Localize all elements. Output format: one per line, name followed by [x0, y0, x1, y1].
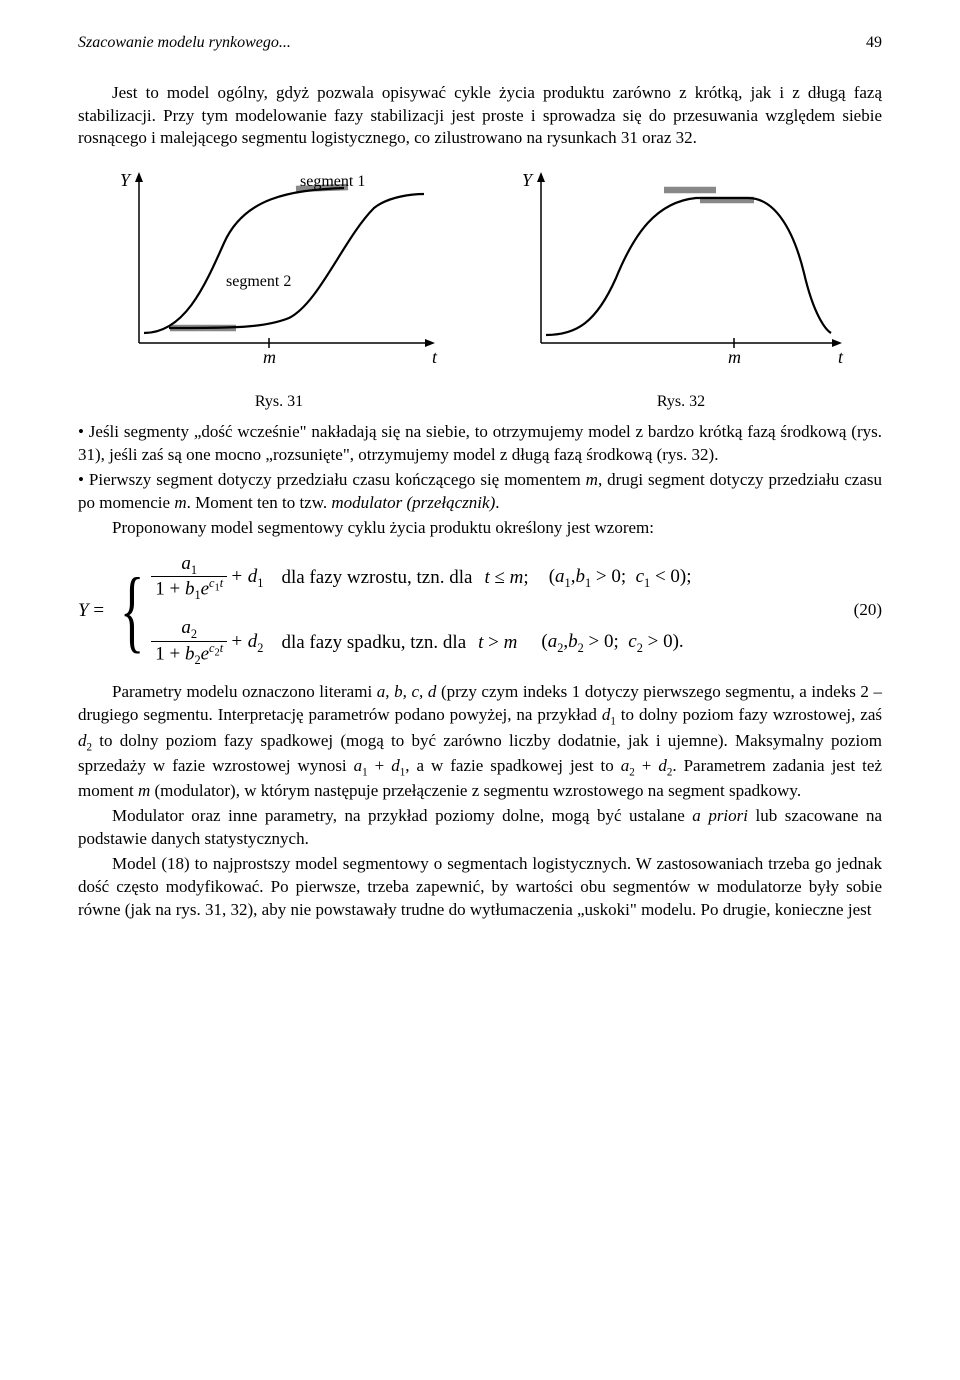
svg-text:Y: Y [522, 170, 534, 190]
svg-text:segment 1: segment 1 [300, 173, 365, 190]
paragraph-modulator: Modulator oraz inne parametry, na przykł… [78, 805, 882, 851]
equation-20: Y = { a1 1 + b1ec1t + d1 dla fazy wzrost… [78, 554, 882, 668]
equation-row-1: a1 1 + b1ec1t + d1 dla fazy wzrostu, tzn… [148, 554, 691, 603]
paragraph-model18: Model (18) to najprostszy model segmento… [78, 853, 882, 922]
svg-text:Y: Y [120, 170, 132, 190]
svg-text:t: t [432, 347, 438, 367]
figures-row: Yt m segment 1 segment 2 Rys. 31 Yt m Rys. 3… [78, 168, 882, 413]
figure-32: Yt m Rys. 32 [516, 168, 846, 413]
equation-intro: Proponowany model segmentowy cyklu życia… [78, 517, 882, 540]
bullet-2: • Pierwszy segment dotyczy przedziału cz… [78, 469, 882, 515]
running-header: Szacowanie modelu rynkowego... 49 [78, 32, 882, 54]
svg-text:m: m [263, 347, 276, 367]
running-title: Szacowanie modelu rynkowego... [78, 34, 291, 51]
figure-31-caption: Rys. 31 [114, 391, 444, 413]
svg-text:t: t [838, 347, 844, 367]
bullet-1: • Jeśli segmenty „dość wcześnie" nakłada… [78, 421, 882, 467]
paragraph-intro: Jest to model ogólny, gdyż pozwala opisy… [78, 82, 882, 151]
paragraph-params: Parametry modelu oznaczono literami a, b… [78, 681, 882, 803]
page-number: 49 [866, 32, 882, 54]
figure-31: Yt m segment 1 segment 2 Rys. 31 [114, 168, 444, 413]
figure-32-caption: Rys. 32 [516, 391, 846, 413]
svg-text:segment 2: segment 2 [226, 273, 291, 290]
equation-row-2: a2 1 + b2ec2t + d2 dla fazy spadku, tzn.… [148, 618, 691, 667]
svg-text:m: m [728, 347, 741, 367]
equation-number: (20) [834, 599, 882, 622]
